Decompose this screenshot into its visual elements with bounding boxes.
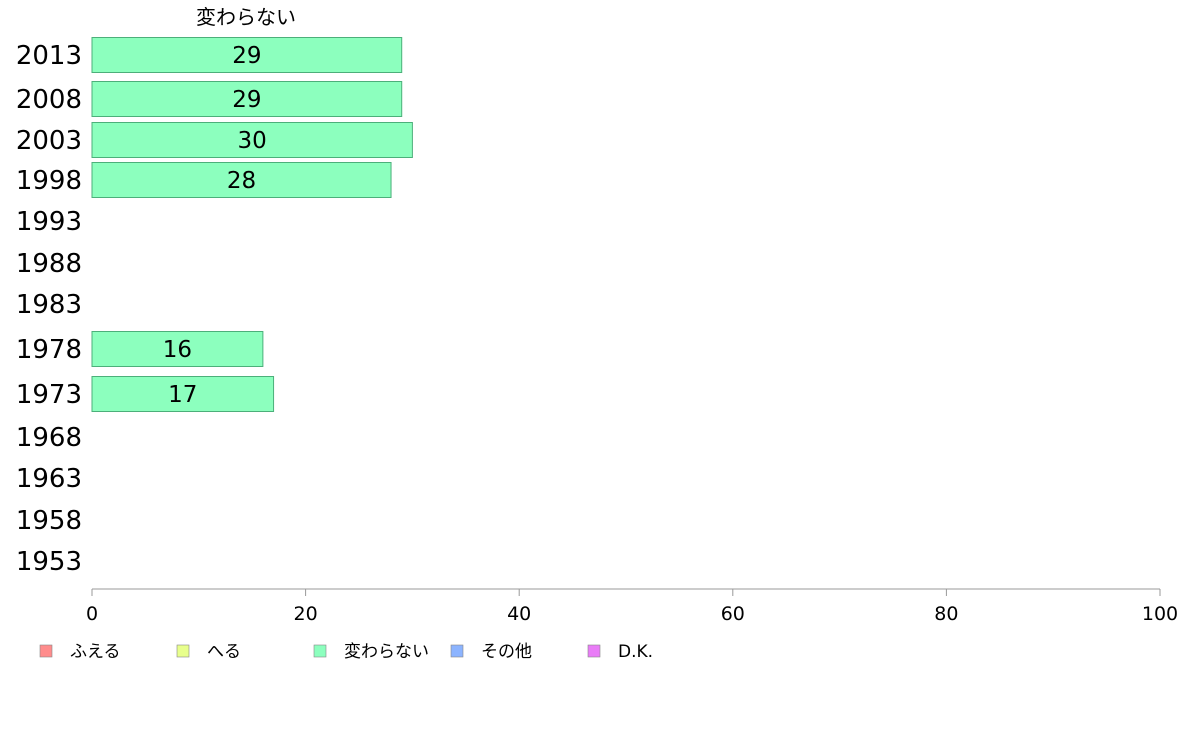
legend-label: その他 xyxy=(481,642,532,662)
year-label: 1968 xyxy=(16,423,82,453)
bars-group: 29 29 30 28 16 17 xyxy=(91,37,413,412)
year-label: 1958 xyxy=(16,506,82,536)
year-label: 1973 xyxy=(16,380,82,410)
bar-value-label: 29 xyxy=(232,87,261,113)
year-label: 1983 xyxy=(16,290,82,320)
x-tick-label: 60 xyxy=(721,603,745,625)
bar-value-label: 17 xyxy=(168,382,197,408)
year-label: 2008 xyxy=(16,85,82,115)
bar xyxy=(91,37,403,73)
x-tick-label: 100 xyxy=(1142,603,1178,625)
legend-label: D.K. xyxy=(618,642,653,662)
legend: ふえる へる 変わらない その他 D.K. xyxy=(39,642,653,662)
year-label: 2003 xyxy=(16,126,82,156)
legend-swatch xyxy=(587,644,601,658)
year-label: 1978 xyxy=(16,335,82,365)
column-title: 変わらない xyxy=(196,5,296,29)
year-label: 1953 xyxy=(16,547,82,577)
legend-label: ふえる xyxy=(70,642,121,662)
bar xyxy=(91,162,392,198)
legend-swatch xyxy=(176,644,190,658)
legend-swatch xyxy=(450,644,464,658)
legend-label: 変わらない xyxy=(344,642,429,662)
bar xyxy=(91,331,264,367)
legend-swatch xyxy=(39,644,53,658)
year-label: 1998 xyxy=(16,166,82,196)
bar-value-label: 28 xyxy=(227,168,256,194)
bar-value-label: 29 xyxy=(232,43,261,69)
legend-label: へる xyxy=(207,642,241,662)
x-tick-label: 40 xyxy=(507,603,531,625)
x-tick-label: 20 xyxy=(294,603,318,625)
x-tick-label: 80 xyxy=(934,603,958,625)
year-label: 1963 xyxy=(16,464,82,494)
year-label: 1993 xyxy=(16,207,82,237)
x-axis: 0 20 40 60 80 100 xyxy=(86,588,1178,625)
bar xyxy=(91,122,413,158)
x-tick-label: 0 xyxy=(86,603,98,625)
year-labels: 2013 2008 2003 1998 1993 1988 1983 1978 1973 1968… xyxy=(16,41,82,577)
bar xyxy=(91,81,403,117)
bar-value-label: 30 xyxy=(238,128,267,154)
year-label: 1988 xyxy=(16,249,82,279)
bar-value-label: 16 xyxy=(163,337,192,363)
bar xyxy=(91,376,275,412)
year-label: 2013 xyxy=(16,41,82,71)
legend-swatch xyxy=(313,644,327,658)
